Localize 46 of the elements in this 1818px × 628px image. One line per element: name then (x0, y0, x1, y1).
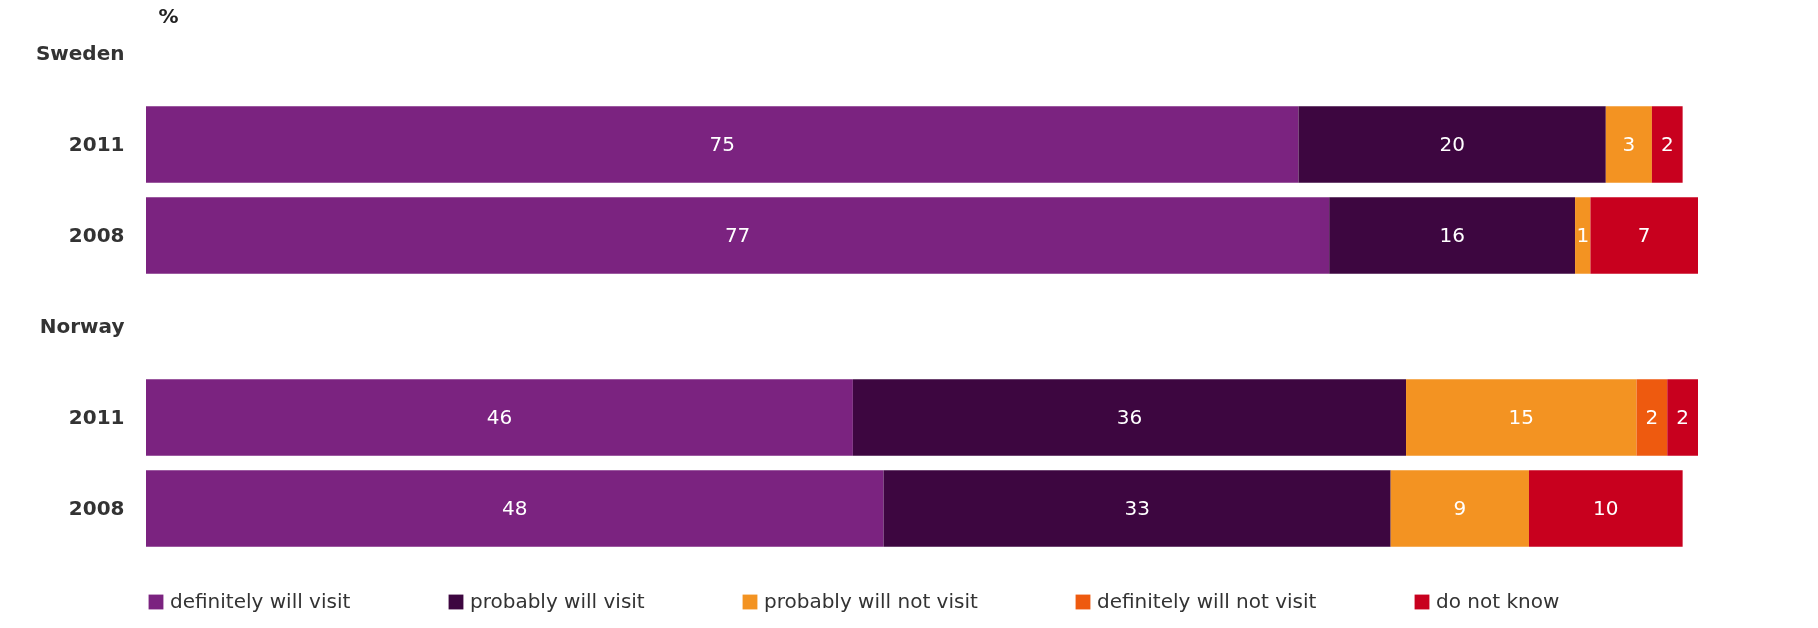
bar (146, 106, 1299, 183)
bar (852, 379, 1407, 456)
legend-label: definitely will not visit (1097, 589, 1317, 613)
bar (1390, 470, 1529, 547)
bar (1651, 106, 1683, 183)
data-label: 3 (1622, 131, 1636, 156)
legend-label: do not know (1436, 589, 1560, 613)
data-label: 15 (1508, 404, 1535, 429)
bar (1590, 197, 1698, 274)
legend-label: probably will visit (470, 589, 645, 613)
y-axis-title: % (158, 3, 179, 28)
y-tick-label: Sweden (35, 40, 125, 65)
bar (883, 470, 1391, 547)
legend-label: probably will not visit (764, 589, 978, 613)
bar (1298, 106, 1606, 183)
bar (146, 379, 853, 456)
bar (1528, 470, 1683, 547)
data-label: 2 (1645, 404, 1659, 429)
data-label: 75 (709, 131, 735, 156)
data-label: 46 (486, 404, 513, 429)
y-tick-label: 2011 (68, 404, 125, 429)
data-label: 9 (1453, 495, 1467, 520)
bar (1575, 197, 1591, 274)
data-label: 2 (1676, 404, 1689, 429)
bar (1667, 379, 1698, 456)
bar (146, 197, 1330, 274)
bar (146, 470, 884, 547)
bar (1605, 106, 1652, 183)
y-tick-label: 2011 (68, 131, 125, 156)
data-label: 2 (1660, 131, 1674, 156)
data-label: 20 (1439, 131, 1465, 156)
data-label: 7 (1637, 222, 1651, 247)
bar (1406, 379, 1637, 456)
y-tick-label: 2008 (68, 222, 125, 247)
data-label: 1 (1576, 222, 1590, 247)
data-label: 36 (1116, 404, 1143, 429)
data-label: 16 (1439, 222, 1465, 247)
data-label: 48 (502, 495, 528, 520)
bar (1636, 379, 1668, 456)
legend-label: definitely will visit (170, 589, 351, 613)
data-label: 33 (1124, 495, 1150, 520)
data-label: 10 (1593, 495, 1619, 520)
y-tick-label: 2008 (68, 495, 125, 520)
y-tick-label: Norway (39, 313, 125, 338)
data-label: 77 (724, 222, 751, 247)
bar (1329, 197, 1576, 274)
